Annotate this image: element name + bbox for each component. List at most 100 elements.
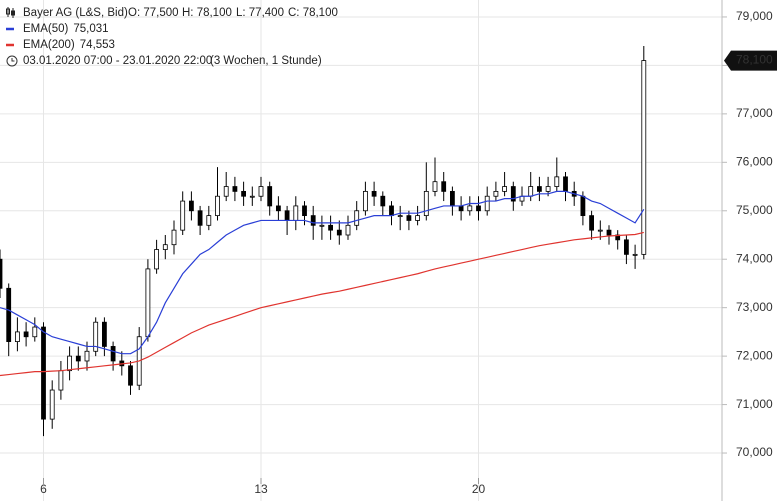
candle-body [371, 190, 377, 197]
candle-body [128, 365, 133, 386]
candle-body [502, 186, 508, 192]
y-tick-label: 74,000 [736, 251, 773, 265]
candle-body [206, 215, 212, 226]
candle-body [75, 355, 81, 362]
candle-body [328, 224, 334, 231]
candle-body [249, 195, 255, 198]
candle-body [362, 190, 368, 212]
y-tick-label: 73,000 [736, 300, 773, 314]
candle-body [58, 370, 64, 391]
candle-body [171, 229, 177, 246]
candle-body [597, 229, 603, 232]
date-range: 03.01.2020 07:00 - 23.01.2020 22:00 [23, 55, 212, 67]
x-tick-label: 6 [40, 482, 47, 496]
candle-body [467, 205, 473, 212]
candle-body [380, 195, 386, 207]
legend-label: EMA(50) [23, 23, 69, 35]
candle-body [432, 181, 438, 192]
plot [0, 46, 647, 437]
grid [0, 0, 722, 501]
candle-body [423, 190, 429, 217]
candle-body [493, 190, 499, 197]
candle-body [484, 195, 490, 212]
candle-body [215, 195, 220, 217]
candle-icon [6, 7, 15, 18]
candle-body [84, 350, 90, 362]
candle-body [537, 186, 542, 192]
candle-body [110, 346, 116, 362]
last-price-label: 78,100 [736, 53, 773, 67]
ohlc-close: C: 78,100 [288, 7, 338, 19]
candle-body [284, 210, 290, 221]
candle-body [528, 186, 534, 197]
legend-value: 75,031 [73, 23, 108, 35]
candle-body [545, 186, 551, 192]
candle-body [67, 355, 72, 372]
ohlc-low: L: 77,400 [236, 7, 284, 19]
candle-body [580, 195, 586, 217]
candle-body [476, 205, 481, 212]
candle-body [302, 205, 307, 217]
candle-body [293, 205, 299, 221]
ohlc-high: H: 78,100 [182, 7, 232, 19]
candle-body [275, 205, 281, 212]
x-tick-label: 20 [472, 482, 486, 496]
candle-body [641, 60, 647, 255]
clock-icon [6, 55, 18, 67]
interval: (3 Wochen, 1 Stunde) [210, 55, 322, 67]
candle-body [6, 287, 12, 342]
candle-body [145, 268, 151, 338]
y-tick-label: 71,000 [736, 397, 773, 411]
candle-body [41, 326, 46, 420]
candle-body [241, 190, 247, 197]
candle-body [14, 331, 20, 342]
candle-body [93, 321, 99, 352]
candle-body [188, 200, 194, 212]
candle-body [232, 186, 238, 192]
candle-body [102, 321, 107, 347]
candle-body [406, 215, 412, 221]
last-price-box [724, 50, 777, 71]
candle-body [154, 249, 160, 270]
legend-label: EMA(200) [23, 39, 75, 51]
candle-body [606, 229, 612, 236]
ema-line [0, 190, 645, 355]
candle-body [632, 253, 638, 256]
header: Bayer AG (L&S, Bid) O: 77,500 H: 78,100 … [6, 7, 338, 67]
candle-body [441, 181, 447, 192]
legend: EMA(50) 75,031 EMA(200) 74,553 [6, 23, 115, 51]
candle-body [223, 186, 229, 197]
legend-value: 74,553 [80, 39, 115, 51]
candle-body [23, 331, 29, 338]
x-tick-label: 13 [254, 482, 268, 496]
candle-body [310, 215, 316, 226]
candle-body [180, 200, 186, 231]
candle-body [345, 224, 351, 236]
candle-body [162, 244, 168, 250]
candle-body [354, 210, 360, 226]
y-tick-label: 79,000 [736, 9, 773, 23]
ema-line [0, 231, 644, 377]
candle-body [458, 205, 464, 212]
candle-body [554, 176, 560, 187]
candle-body [397, 215, 403, 218]
candle-body [449, 190, 455, 207]
candle-body [336, 229, 342, 236]
candle-body [589, 215, 594, 231]
candle-body [319, 224, 325, 227]
candle-body [624, 239, 629, 255]
candle-body [32, 326, 38, 338]
candle-body [258, 186, 264, 197]
y-tick-label: 72,000 [736, 348, 773, 362]
candle-body [415, 215, 421, 221]
title: Bayer AG (L&S, Bid) [23, 7, 128, 19]
candle-body [563, 176, 568, 192]
y-tick-label: 75,000 [736, 203, 773, 217]
y-tick-label: 77,000 [736, 106, 773, 120]
candle-body [267, 186, 273, 207]
candle-body [510, 186, 516, 202]
ohlc-open: O: 77,500 [128, 7, 179, 19]
candle-body [49, 389, 55, 420]
